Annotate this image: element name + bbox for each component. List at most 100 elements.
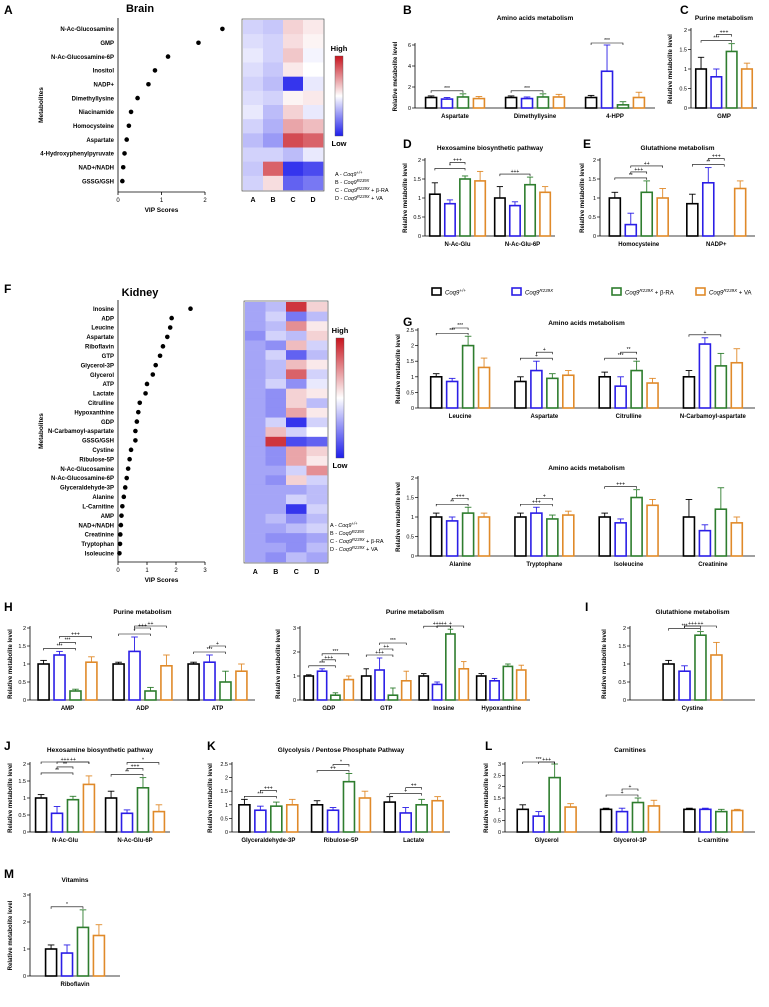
- chart-title: Purine metabolism: [695, 15, 753, 22]
- significance-label: ***: [65, 637, 71, 643]
- legend-swatch: [511, 287, 522, 296]
- heatmap-cell: [245, 494, 266, 505]
- y-tick-label: 1: [23, 947, 26, 953]
- significance-label: *: [66, 902, 68, 908]
- y-tick-label: 3: [23, 893, 26, 899]
- y-axis-label: Relative metabolite level: [403, 163, 409, 233]
- bar: [60, 952, 74, 977]
- y-tick-label: 0: [23, 830, 26, 836]
- significance-label: +: [535, 353, 538, 359]
- y-tick-label: 0: [23, 974, 26, 980]
- significance-label: +: [543, 493, 546, 499]
- vip-dot: [120, 178, 125, 184]
- bar: [532, 815, 545, 833]
- vip-dot: [146, 81, 151, 87]
- significance-bracket: [43, 648, 76, 651]
- y-axis-label: Relative metabolite level: [580, 163, 586, 233]
- heatmap-cell: [306, 552, 328, 563]
- y-tick-label: 2: [23, 626, 26, 632]
- metabolite-label: NAD+/NADH: [78, 165, 114, 171]
- heatmap-cell: [306, 542, 328, 553]
- y-tick-label: 1: [418, 196, 421, 202]
- vip-dot: [196, 40, 201, 46]
- significance-label: +++: [720, 30, 729, 36]
- y-tick-label: 2: [418, 158, 421, 164]
- bar: [733, 187, 747, 237]
- heatmap-cell: [265, 369, 287, 380]
- heatmap-cell: [245, 533, 266, 544]
- significance-label: **: [629, 173, 633, 179]
- bar: [682, 375, 696, 409]
- heatmap-cell: [286, 494, 307, 505]
- y-tick-label: 1.5: [220, 789, 228, 795]
- category-label: N-Ac-Glu-6P: [117, 838, 152, 844]
- metabolite-label: N-Ac-Glucosamine: [60, 27, 114, 33]
- heatmap-cell: [286, 398, 307, 409]
- heatmap-cell: [306, 484, 328, 495]
- chart-title: Glutathione metabolism: [640, 145, 714, 152]
- heatmap-cell: [303, 20, 324, 35]
- bar: [682, 516, 696, 557]
- significance-label: **: [706, 160, 710, 166]
- bar: [552, 96, 566, 109]
- panel-letter: K: [207, 739, 216, 753]
- x-tick-label: 1: [160, 198, 164, 204]
- heatmap-cell: [306, 369, 328, 380]
- heatmap-cell: [243, 76, 264, 92]
- bar: [608, 197, 622, 237]
- category-label: Ribulose-5P: [324, 838, 359, 844]
- heatmap-cell: [245, 302, 266, 312]
- bar: [520, 97, 534, 109]
- significance-label: +++: [453, 157, 462, 163]
- chart-title: Amino acids metabolism: [497, 15, 574, 22]
- heatmap-cell: [265, 350, 287, 361]
- panel-letter: H: [4, 600, 13, 614]
- vip-dot: [160, 344, 166, 349]
- significance-bracket: [134, 627, 151, 630]
- heatmap-cell: [286, 340, 307, 351]
- significance-bracket: [604, 357, 637, 361]
- heatmap-cell: [245, 369, 266, 380]
- chart-title: Hexosamine biosynthetic pathway: [437, 145, 544, 152]
- vip-dot: [127, 456, 132, 462]
- y-tick-label: 0.5: [493, 819, 501, 825]
- y-tick-label: 2: [623, 626, 626, 632]
- heatmap-cell: [243, 147, 264, 162]
- bar: [548, 776, 561, 833]
- heatmap-frame: [243, 300, 329, 564]
- x-tick-label: 3: [203, 568, 207, 574]
- bar: [235, 670, 248, 701]
- heatmap-cell: [245, 311, 266, 322]
- vip-dot: [188, 306, 193, 312]
- metabolite-label: NAD+/NADH: [78, 523, 114, 529]
- significance-label: **: [450, 499, 454, 505]
- metabolite-label: Glyceraldehyde-3P: [60, 486, 114, 492]
- bar: [303, 675, 315, 701]
- bar: [461, 344, 475, 409]
- significance-label: +: [621, 790, 624, 796]
- heatmap-cell: [245, 446, 266, 457]
- heatmap-cell: [306, 533, 328, 544]
- significance-label: ***: [618, 353, 624, 359]
- legend-swatch: [431, 287, 442, 296]
- bar: [400, 679, 412, 701]
- significance-label: ***: [524, 86, 530, 92]
- vip-dot: [165, 334, 170, 340]
- bar: [616, 104, 630, 109]
- bar: [489, 679, 500, 701]
- bar: [730, 361, 744, 409]
- significance-label: ***: [449, 328, 455, 334]
- bar: [92, 934, 106, 977]
- significance-bracket: [379, 648, 394, 651]
- metabolite-label: Riboflavin: [85, 345, 114, 351]
- heatmap-cell: [265, 321, 287, 332]
- bar: [546, 518, 559, 557]
- category-label: NADP+: [706, 242, 727, 248]
- y-tick-label: 1.5: [493, 796, 501, 802]
- y-tick-label: 0.5: [220, 816, 228, 822]
- significance-bracket: [126, 762, 160, 765]
- y-tick-label: 1: [225, 803, 228, 809]
- significance-bracket: [716, 34, 732, 37]
- bar: [504, 96, 518, 109]
- category-label: Glyceraldehyde-3P: [241, 838, 295, 844]
